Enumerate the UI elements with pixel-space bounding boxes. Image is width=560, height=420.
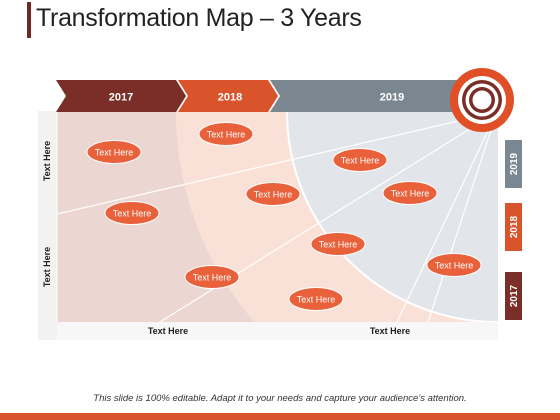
y-axis-label-upper: Text Here [42,141,52,181]
text-bubble[interactable]: Text Here [426,253,482,277]
timeline-chevron-2018 [178,80,278,112]
bullseye-target-icon [450,68,514,132]
side-tab-label-2019: 2019 [509,152,520,175]
bubble-label: Text Here [319,239,358,249]
side-tab-2018 [505,203,522,251]
text-bubble[interactable]: Text Here [382,181,438,205]
bubble-label: Text Here [341,155,380,165]
text-bubble[interactable]: Text Here [332,148,388,172]
text-bubble[interactable]: Text Here [86,140,142,164]
bubble-label: Text Here [435,260,474,270]
timeline-chevron-2019 [270,80,472,112]
bubble-label: Text Here [113,208,152,218]
bubble-label: Text Here [207,129,246,139]
bubble-label: Text Here [95,147,134,157]
side-tab-label-2017: 2017 [509,284,520,307]
timeline: 2017 2018 2019 [56,80,472,112]
text-bubble[interactable]: Text Here [245,182,301,206]
title-accent-bar [27,2,31,38]
bubble-label: Text Here [391,188,430,198]
timeline-label-2018: 2018 [218,92,242,104]
x-axis-label-left: Text Here [148,326,188,336]
text-bubble[interactable]: Text Here [288,287,344,311]
x-axis-row [57,322,498,340]
y-axis-label-lower: Text Here [42,247,52,287]
page-title: Transformation Map – 3 Years [36,4,362,32]
text-bubble[interactable]: Text Here [104,201,160,225]
side-tab-2017 [505,272,522,320]
side-tab-label-2018: 2018 [509,215,520,238]
bubble-label: Text Here [297,294,336,304]
x-axis-label-right: Text Here [370,326,410,336]
timeline-chevron-2017 [56,80,186,112]
footer-note: This slide is 100% editable. Adapt it to… [93,393,467,404]
text-bubble[interactable]: Text Here [310,232,366,256]
text-bubble[interactable]: Text Here [184,265,240,289]
bubble-label: Text Here [193,272,232,282]
text-bubbles: Text Here Text Here Text Here Text Here … [86,122,482,311]
bottom-accent-bar [0,413,560,420]
timeline-label-2017: 2017 [109,92,133,104]
timeline-label-2019: 2019 [380,92,404,104]
bubble-label: Text Here [254,189,293,199]
text-bubble[interactable]: Text Here [198,122,254,146]
side-tabs: 2019 2018 2017 [505,140,522,320]
side-tab-2019 [505,140,522,188]
